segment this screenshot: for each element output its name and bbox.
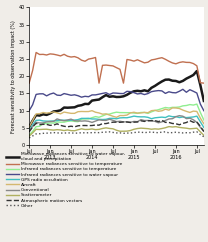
- Legend: Microwave radiances sensitive to water vapour,
cloud and precipitation, Microwav: Microwave radiances sensitive to water v…: [6, 152, 125, 208]
- Y-axis label: Forecast sensitivity to observation impact (%): Forecast sensitivity to observation impa…: [11, 20, 16, 133]
